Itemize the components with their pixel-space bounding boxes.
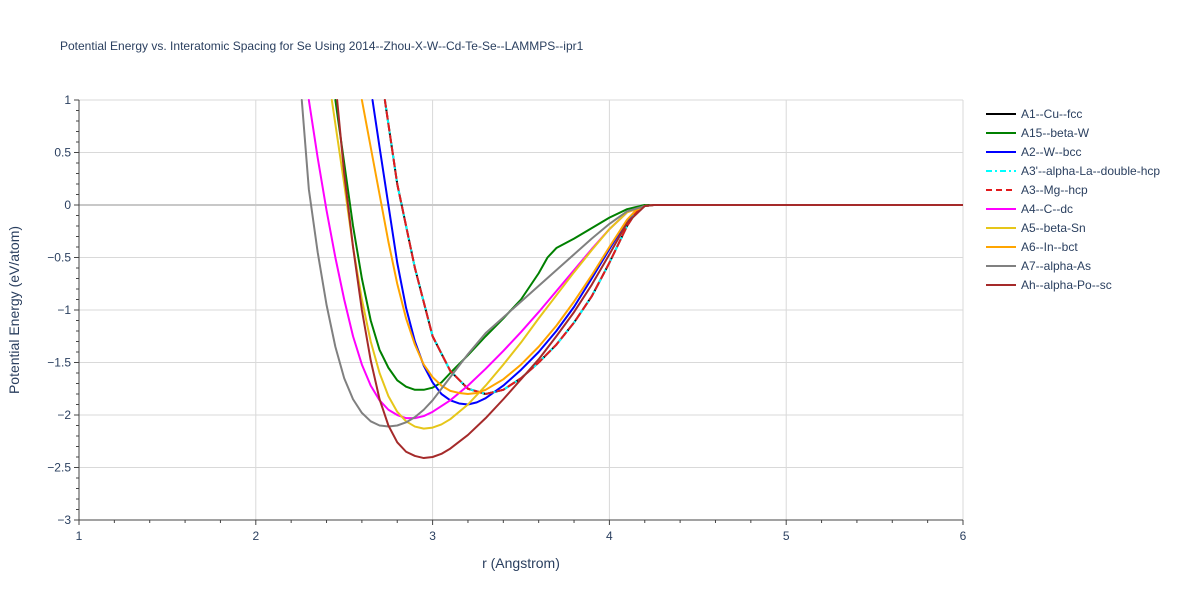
chart-title: Potential Energy vs. Interatomic Spacing… (60, 39, 584, 53)
legend-item[interactable]: A2--W--bcc (986, 145, 1081, 159)
x-tick-label: 4 (606, 529, 613, 543)
y-tick-label: −1.5 (47, 356, 71, 370)
x-tick-label: 5 (783, 529, 790, 543)
y-tick-label: −1 (57, 303, 71, 317)
x-tick-label: 1 (76, 529, 83, 543)
legend-item[interactable]: A15--beta-W (986, 126, 1090, 140)
legend-label: Ah--alpha-Po--sc (1021, 278, 1112, 292)
legend-item[interactable]: A4--C--dc (986, 202, 1073, 216)
legend-label: A2--W--bcc (1021, 145, 1081, 159)
y-tick-label: −0.5 (47, 251, 71, 265)
legend-item[interactable]: Ah--alpha-Po--sc (986, 278, 1112, 292)
legend-item[interactable]: A6--In--bct (986, 240, 1078, 254)
plot-area (300, 99, 963, 460)
x-axis-title: r (Angstrom) (482, 555, 560, 571)
legend-item[interactable]: A3--Mg--hcp (986, 183, 1088, 197)
y-axis-title: Potential Energy (eV/atom) (6, 226, 22, 394)
series-line-9 (336, 99, 963, 460)
legend-item[interactable]: A7--alpha-As (986, 259, 1091, 273)
y-tick-label: −3 (57, 513, 71, 527)
x-tick-label: 2 (252, 529, 259, 543)
legend-item[interactable]: A1--Cu--fcc (986, 107, 1082, 121)
legend-label: A3--Mg--hcp (1021, 183, 1088, 197)
legend-item[interactable]: A3'--alpha-La--double-hcp (986, 164, 1160, 178)
y-tick-label: −2 (57, 408, 71, 422)
legend-label: A7--alpha-As (1021, 259, 1091, 273)
x-tick-label: 6 (960, 529, 967, 543)
y-tick-label: 0 (64, 198, 71, 212)
legend-label: A15--beta-W (1021, 126, 1090, 140)
legend: A1--Cu--fcc A15--beta-W A2--W--bcc A3'--alp… (986, 107, 1160, 292)
legend-label: A5--beta-Sn (1021, 221, 1086, 235)
axes: 1 2 3 4 5 6 −3 −2.5 −2 −1.5 −1 −0.5 0 0.5 1 (47, 93, 966, 543)
legend-label: A6--In--bct (1021, 240, 1078, 254)
legend-item[interactable]: A5--beta-Sn (986, 221, 1086, 235)
y-tick-label: 1 (64, 93, 71, 107)
y-tick-label: −2.5 (47, 461, 71, 475)
legend-label: A4--C--dc (1021, 202, 1073, 216)
legend-label: A3'--alpha-La--double-hcp (1021, 164, 1160, 178)
x-tick-label: 3 (429, 529, 436, 543)
y-tick-label: 0.5 (54, 146, 71, 160)
legend-label: A1--Cu--fcc (1021, 107, 1082, 121)
